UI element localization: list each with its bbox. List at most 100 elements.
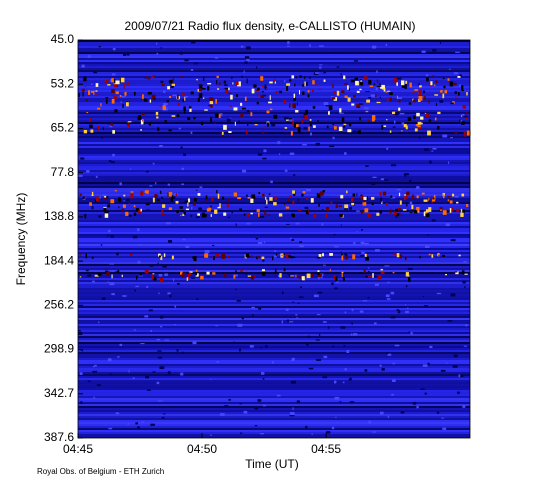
spectrogram-row	[78, 108, 470, 110]
spectrogram-noise	[386, 147, 389, 150]
spectrogram-noise	[157, 400, 163, 402]
spectrogram-burst	[385, 91, 388, 93]
spectrogram-burst	[360, 195, 363, 199]
spectrogram-burst	[302, 191, 306, 194]
spectrogram-row	[78, 282, 470, 284]
spectrogram-noise	[246, 58, 250, 62]
spectrogram-noise	[198, 207, 202, 211]
spectrogram-burst	[414, 128, 418, 132]
spectrogram-noise	[429, 160, 432, 164]
spectrogram-noise	[309, 44, 311, 48]
spectrogram-noise	[387, 281, 390, 284]
spectrogram-burst	[245, 253, 250, 258]
spectrogram-row	[78, 256, 470, 258]
spectrogram-noise	[436, 411, 440, 414]
spectrogram-burst	[351, 202, 355, 206]
spectrogram-noise	[292, 301, 294, 304]
spectrogram-noise	[108, 427, 113, 430]
spectrogram-burst	[360, 195, 365, 201]
spectrogram-burst	[440, 209, 442, 212]
spectrogram-burst	[269, 95, 271, 100]
spectrogram-noise	[157, 262, 159, 265]
spectrogram-noise	[297, 198, 299, 201]
spectrogram-burst	[418, 127, 422, 130]
spectrogram-noise	[112, 47, 116, 51]
spectrogram-noise	[331, 426, 335, 430]
spectrogram-burst	[425, 213, 430, 218]
spectrogram-noise	[98, 321, 100, 324]
spectrogram-burst	[405, 80, 408, 84]
spectrogram-burst	[147, 76, 151, 80]
spectrogram-burst	[323, 79, 326, 82]
spectrogram-burst	[192, 202, 196, 206]
spectrogram-burst	[349, 123, 352, 127]
spectrogram-burst	[420, 116, 424, 120]
spectrogram-row	[78, 364, 470, 366]
spectrogram-noise	[336, 281, 339, 284]
spectrogram-noise	[156, 42, 158, 45]
spectrogram-row	[78, 288, 470, 290]
spectrogram-noise	[405, 285, 408, 288]
spectrogram-burst	[269, 197, 273, 201]
spectrogram-noise	[137, 244, 142, 246]
spectrogram-noise	[371, 275, 377, 278]
spectrogram-noise	[394, 344, 400, 347]
spectrogram-burst	[279, 273, 282, 278]
spectrogram-burst	[212, 272, 216, 275]
spectrogram-burst	[97, 272, 102, 276]
spectrogram-row	[78, 122, 470, 124]
spectrogram-noise	[422, 364, 428, 367]
x-tick-label: 04:45	[63, 442, 93, 456]
spectrogram-burst	[97, 125, 100, 131]
spectrogram-noise	[132, 377, 135, 380]
spectrogram-burst	[379, 210, 382, 214]
spectrogram-noise	[461, 113, 465, 116]
spectrogram-burst	[464, 273, 468, 275]
spectrogram-burst	[216, 80, 218, 85]
spectrogram-burst	[151, 76, 155, 79]
spectrogram-noise	[178, 127, 181, 130]
spectrogram-noise	[235, 288, 237, 291]
spectrogram-noise	[270, 180, 273, 184]
spectrogram-noise	[196, 189, 198, 191]
spectrogram-noise	[172, 94, 177, 97]
spectrogram-burst	[424, 210, 428, 214]
spectrogram-burst	[399, 200, 402, 205]
spectrogram-burst	[175, 193, 177, 197]
spectrogram-burst	[118, 206, 120, 209]
spectrogram-burst	[105, 97, 109, 99]
spectrogram-noise	[390, 315, 396, 319]
spectrogram-noise	[158, 292, 160, 295]
spectrogram-burst	[333, 275, 336, 280]
spectrogram-row	[78, 74, 470, 76]
spectrogram-noise	[120, 101, 123, 103]
spectrogram-burst	[395, 208, 399, 212]
spectrogram-noise	[323, 102, 329, 106]
spectrogram-row	[78, 334, 470, 336]
spectrogram-burst	[113, 96, 117, 100]
spectrogram-noise	[463, 345, 468, 347]
spectrogram-row	[78, 382, 470, 384]
spectrogram-noise	[182, 239, 186, 241]
spectrogram-noise	[300, 286, 302, 288]
spectrogram-noise	[180, 372, 184, 376]
spectrogram-burst	[104, 211, 106, 215]
spectrogram-burst	[264, 206, 268, 208]
spectrogram-burst	[322, 253, 324, 257]
spectrogram-noise	[184, 59, 189, 62]
spectrogram-noise	[292, 407, 294, 411]
spectrogram-noise	[296, 102, 298, 106]
spectrogram-burst	[342, 277, 345, 281]
spectrogram-burst	[182, 272, 186, 275]
spectrogram-row	[78, 278, 470, 280]
spectrogram-burst	[163, 253, 166, 257]
spectrogram-burst	[318, 88, 321, 90]
spectrogram-burst	[317, 272, 320, 276]
spectrogram-burst	[335, 276, 338, 282]
spectrogram-burst	[107, 204, 111, 208]
spectrogram-burst	[104, 79, 108, 84]
spectrogram-noise	[391, 393, 394, 396]
spectrogram-noise	[285, 308, 289, 311]
spectrogram-burst	[213, 256, 215, 261]
spectrogram-burst	[375, 94, 377, 98]
